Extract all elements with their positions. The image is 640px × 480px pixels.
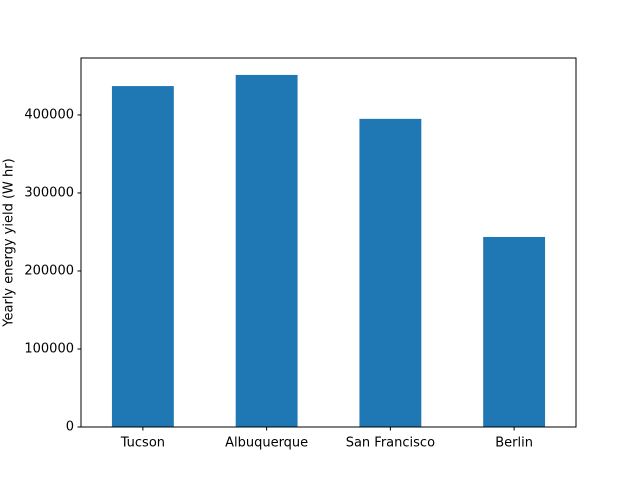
x-tick-label: Tucson xyxy=(120,436,165,451)
y-tick-label: 200000 xyxy=(24,263,74,278)
bar xyxy=(483,236,546,427)
y-axis-label: Yearly energy yield (W hr) xyxy=(2,158,17,327)
y-tick-label: 0 xyxy=(66,420,74,435)
x-tick-label: San Francisco xyxy=(346,436,435,451)
bar xyxy=(235,74,298,428)
bar xyxy=(111,86,174,427)
axes-frame xyxy=(80,57,577,428)
y-tick-label: 300000 xyxy=(24,185,74,200)
y-tick-label: 100000 xyxy=(24,341,74,356)
bar xyxy=(359,118,422,428)
y-tick-label: 400000 xyxy=(24,107,74,122)
x-tick-label: Albuquerque xyxy=(225,436,308,451)
x-tick-label: Berlin xyxy=(495,436,533,451)
plot-area xyxy=(111,74,546,428)
